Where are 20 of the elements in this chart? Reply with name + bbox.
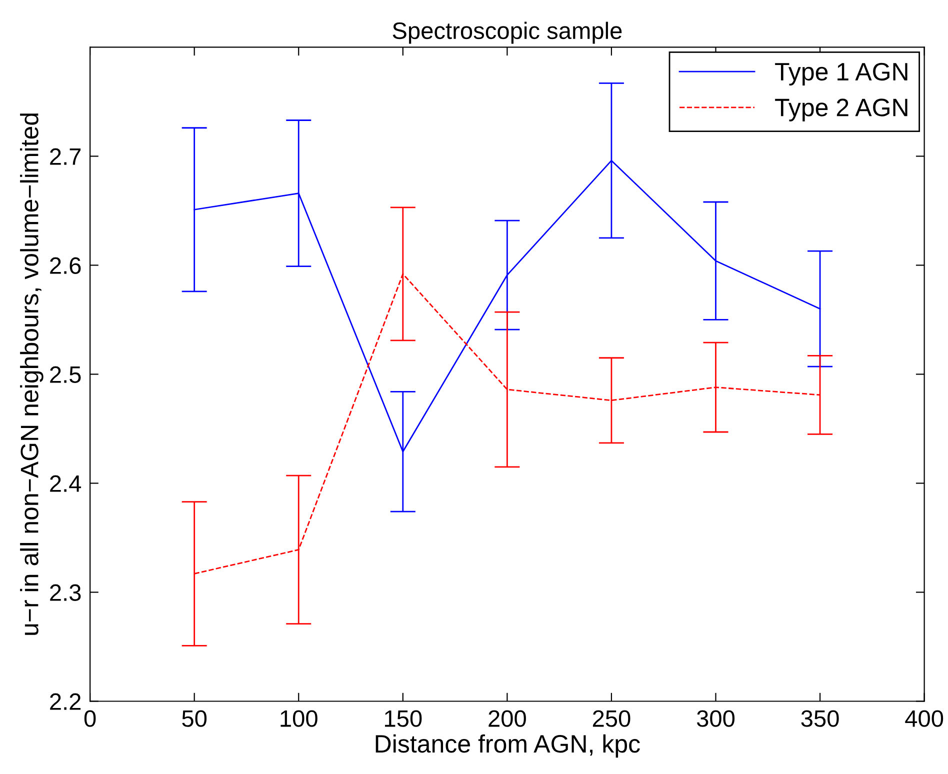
y-tick-label: 2.2 [50, 693, 81, 710]
y-tick-label: 2.3 [50, 584, 81, 602]
x-tick-label: 200 [488, 710, 526, 727]
x-tick-label: 150 [385, 710, 422, 727]
y-axis-title: u−r in all non−AGN neighbours, volume−limited [20, 114, 44, 635]
x-tick-label: 400 [905, 710, 944, 727]
y-tick-label: 2.4 [50, 475, 82, 492]
y-tick-label: 2.6 [50, 257, 81, 274]
x-tick-label: 250 [592, 710, 630, 727]
x-tick-label: 100 [280, 710, 318, 727]
y-tick-label: 2.5 [50, 366, 81, 384]
y-tick-label: 2.7 [50, 148, 81, 165]
chart-title: Spectroscopic sample [392, 22, 622, 44]
x-tick-label: 0 [84, 710, 96, 727]
x-tick-label: 50 [182, 710, 207, 727]
legend-label: Type 2 AGN [775, 98, 908, 122]
x-tick-label: 350 [801, 710, 839, 727]
x-axis-title: Distance from AGN, kpc [376, 734, 640, 758]
x-tick-label: 300 [696, 710, 735, 727]
legend-label: Type 1 AGN [775, 62, 908, 86]
